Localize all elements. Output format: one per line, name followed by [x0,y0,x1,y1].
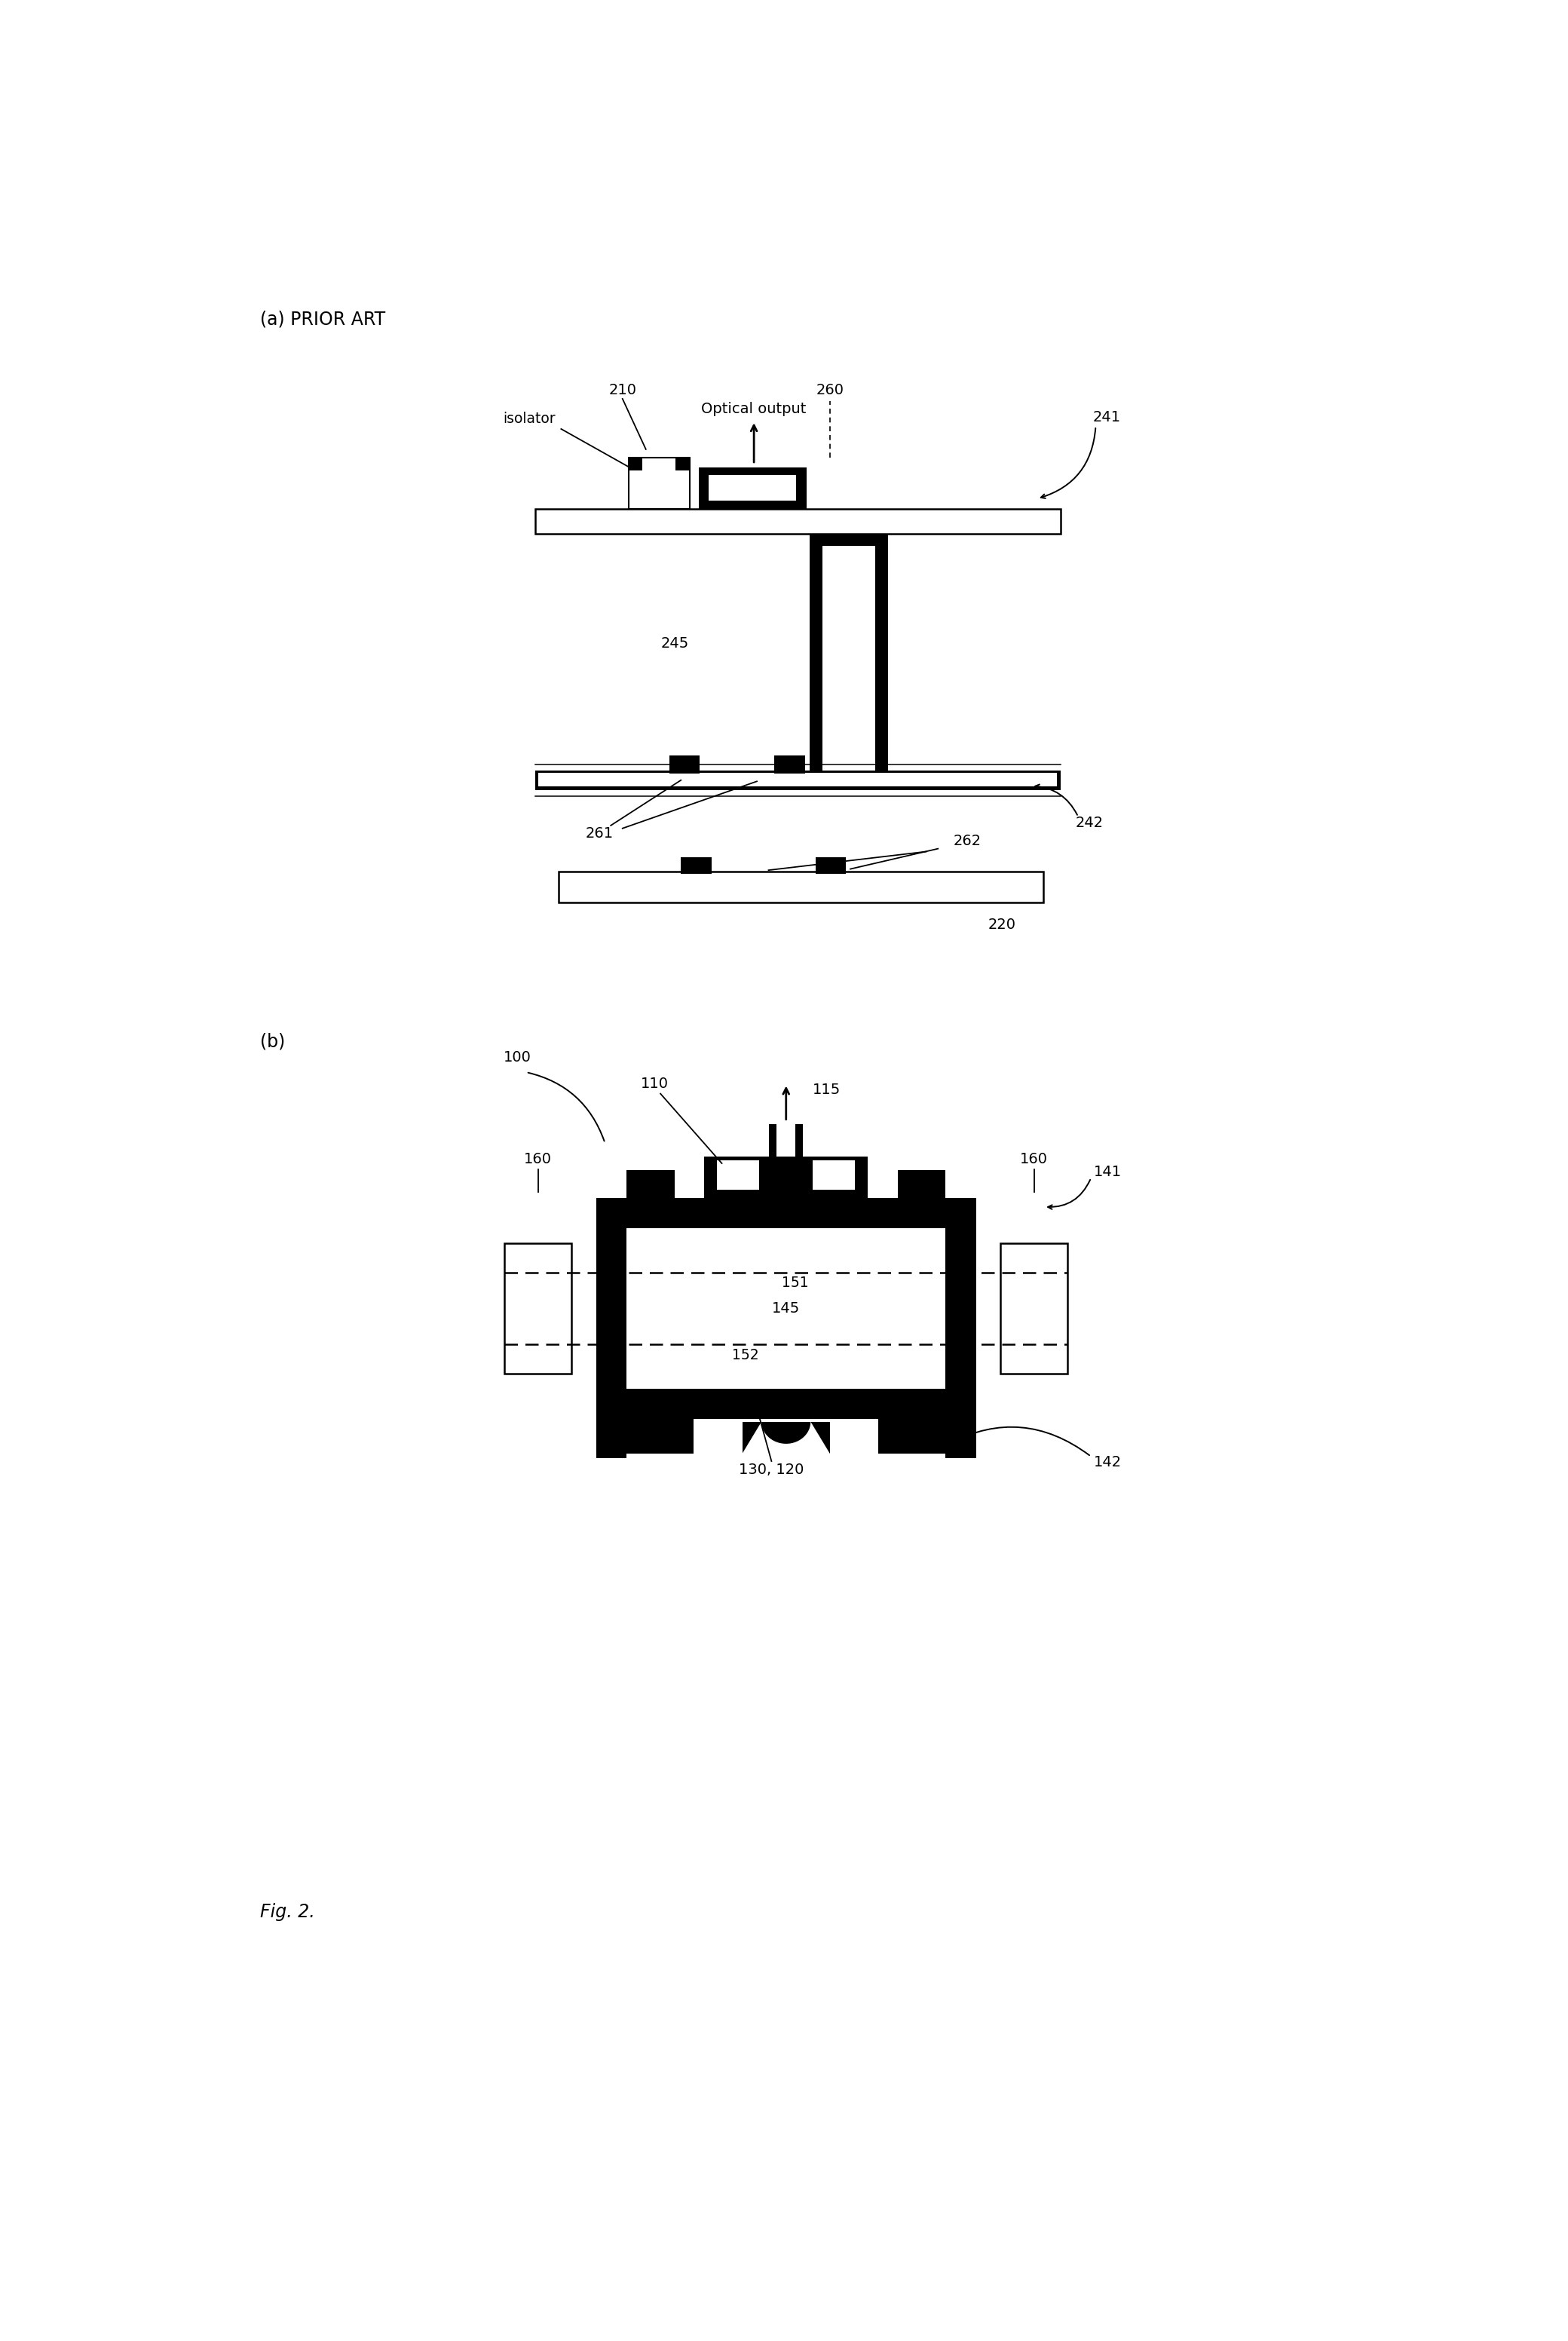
Text: 261: 261 [585,826,613,840]
Text: Optical output: Optical output [701,403,806,417]
Polygon shape [742,1421,829,1454]
Bar [897,1170,946,1199]
Text: 145: 145 [771,1302,800,1316]
Text: isolator: isolator [503,412,555,426]
Bar [538,773,1057,787]
Bar [709,475,797,501]
Bar [770,1124,803,1156]
Text: (a) PRIOR ART: (a) PRIOR ART [260,309,386,328]
Bar [742,1421,829,1454]
Text: (b): (b) [260,1032,285,1051]
Bar [878,1419,946,1454]
Text: 110: 110 [641,1077,668,1091]
Text: Fig. 2.: Fig. 2. [260,1903,315,1922]
Bar [704,1156,867,1199]
Text: 241: 241 [1093,410,1121,424]
Bar [627,1229,946,1388]
Bar [627,1419,693,1454]
Bar [681,857,712,873]
Text: 160: 160 [1021,1152,1047,1166]
Bar [627,1170,674,1199]
Bar [596,1393,627,1458]
Text: 142: 142 [1094,1456,1123,1470]
Bar [822,545,875,780]
Bar [670,756,699,773]
Bar [629,459,643,471]
Bar [596,1199,975,1419]
Text: 100: 100 [503,1051,532,1065]
Bar [809,534,889,780]
Text: 141: 141 [1094,1166,1123,1180]
Bar [505,1243,572,1374]
Bar [812,1161,855,1189]
Text: 152: 152 [732,1348,759,1362]
Bar [776,1124,795,1156]
Bar [558,871,1043,901]
Bar [1000,1243,1068,1374]
Bar [535,508,1060,534]
Bar [717,1161,759,1189]
Text: 260: 260 [815,382,844,398]
Bar [698,468,806,508]
Text: 210: 210 [608,382,637,398]
Text: 115: 115 [812,1082,840,1098]
Bar [629,459,690,508]
Text: 160: 160 [524,1152,552,1166]
Text: 242: 242 [1076,815,1104,829]
Bar [815,857,845,873]
Bar [676,459,690,471]
Text: 245: 245 [662,637,688,651]
Bar [946,1393,975,1458]
Bar [775,756,804,773]
Bar [535,770,1060,789]
Text: 220: 220 [988,918,1016,932]
Text: 262: 262 [953,833,982,847]
Text: 130, 120: 130, 120 [739,1463,804,1477]
Text: 151: 151 [781,1276,808,1290]
